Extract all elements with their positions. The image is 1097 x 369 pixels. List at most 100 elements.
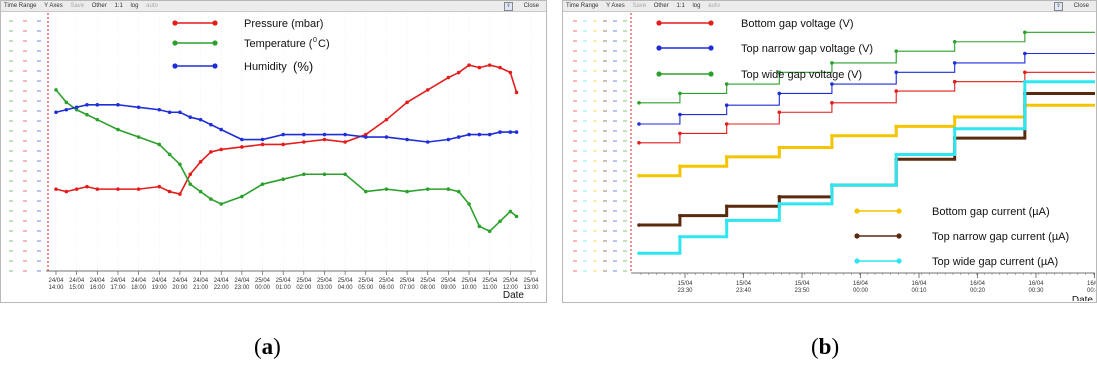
data-point bbox=[477, 132, 482, 137]
chart-panel-a: Time Range Y Axes Save Other 1:1 log aut… bbox=[0, 0, 547, 303]
data-point bbox=[281, 132, 285, 137]
x-tick-label: 23:40 bbox=[736, 288, 752, 294]
scroll-icon[interactable]: ⇧ bbox=[504, 2, 513, 11]
x-tick-label: 24/04 bbox=[48, 278, 64, 284]
legend-marker bbox=[854, 258, 860, 264]
other-button[interactable]: Other bbox=[653, 3, 669, 9]
data-point bbox=[64, 189, 69, 194]
data-point bbox=[477, 224, 482, 229]
data-point bbox=[74, 187, 79, 191]
legend-marker bbox=[896, 258, 902, 264]
x-tick-label: 25/04 bbox=[462, 278, 478, 284]
x-tick-label: 24/04 bbox=[131, 278, 147, 284]
data-point bbox=[477, 65, 482, 70]
data-point bbox=[425, 140, 430, 144]
x-tick-label: 08:00 bbox=[420, 285, 436, 291]
x-tick-label: 25/04 bbox=[338, 278, 354, 284]
data-point bbox=[952, 126, 957, 131]
series-step-2 bbox=[639, 31, 1095, 104]
x-tick-label: 22:00 bbox=[214, 285, 230, 291]
data-point bbox=[498, 65, 502, 70]
x-tick-label: 25/04 bbox=[420, 278, 436, 284]
data-point bbox=[952, 39, 957, 44]
legend-marker bbox=[708, 45, 714, 51]
y-axes-button[interactable]: Y Axes bbox=[44, 3, 63, 9]
legend-label: Top narrow gap current (µA) bbox=[932, 231, 1069, 243]
x-tick-label: 16/04 bbox=[911, 281, 927, 287]
data-point bbox=[446, 75, 451, 80]
x-tick-label: 24/04 bbox=[110, 278, 126, 284]
data-point bbox=[952, 79, 957, 84]
x-tick-label: 19:00 bbox=[152, 285, 168, 291]
chart-a-svg: 24/0414:0024/0415:0024/0416:0024/0417:00… bbox=[9, 13, 539, 301]
data-point bbox=[384, 135, 389, 139]
time-range-button[interactable]: Time Range bbox=[4, 3, 37, 9]
data-point bbox=[260, 142, 265, 147]
data-point bbox=[85, 184, 89, 189]
log-checkbox[interactable]: log bbox=[692, 3, 701, 9]
data-point bbox=[830, 133, 834, 138]
legend-marker bbox=[656, 45, 662, 51]
one-to-one-button[interactable]: 1:1 bbox=[114, 3, 123, 9]
data-point bbox=[456, 189, 461, 194]
legend-marker bbox=[656, 71, 662, 77]
data-point bbox=[85, 103, 89, 107]
legend-label-superscript: 0 bbox=[313, 37, 317, 44]
x-axis-label: Date bbox=[1072, 295, 1094, 301]
other-button[interactable]: Other bbox=[91, 3, 107, 9]
data-point bbox=[637, 122, 641, 126]
x-tick-label: 00:00 bbox=[853, 288, 869, 294]
save-button[interactable]: Save bbox=[632, 3, 647, 9]
data-point bbox=[467, 202, 471, 206]
data-point bbox=[894, 124, 899, 129]
series-line-2 bbox=[55, 104, 517, 143]
data-point bbox=[952, 115, 957, 119]
data-point bbox=[95, 117, 100, 122]
series-step-0 bbox=[639, 71, 1095, 144]
x-tick-label: 01:00 bbox=[276, 285, 292, 291]
x-tick-label: 02:00 bbox=[296, 285, 312, 291]
data-point bbox=[219, 147, 224, 152]
x-tick-label: 25/04 bbox=[503, 278, 519, 284]
x-tick-label: 15:00 bbox=[69, 285, 85, 291]
x-tick-label: 15/04 bbox=[794, 281, 810, 287]
auto-checkbox[interactable]: auto bbox=[708, 3, 720, 9]
data-point bbox=[777, 70, 782, 75]
chart-b-svg: 15/0423:3015/0423:4015/0423:5016/0400:00… bbox=[573, 13, 1096, 301]
x-tick-label: 23:30 bbox=[677, 288, 693, 294]
legend-label: (%) bbox=[293, 59, 313, 74]
data-point bbox=[894, 49, 899, 53]
data-point bbox=[724, 204, 729, 209]
x-tick-label: 24/04 bbox=[69, 278, 85, 284]
save-button[interactable]: Save bbox=[70, 3, 85, 9]
scroll-icon[interactable]: ⇧ bbox=[1054, 2, 1063, 11]
data-point bbox=[1023, 79, 1027, 84]
data-point bbox=[322, 172, 327, 177]
close-button[interactable]: Close bbox=[523, 3, 539, 9]
chart-toolbar-a: Time Range Y Axes Save Other 1:1 log aut… bbox=[1, 1, 546, 12]
x-tick-label: 00:20 bbox=[970, 288, 986, 294]
data-point bbox=[343, 140, 347, 144]
data-point bbox=[637, 141, 641, 145]
data-point bbox=[678, 91, 682, 96]
close-button[interactable]: Close bbox=[1073, 3, 1089, 9]
legend-label: Bottom gap voltage (V) bbox=[741, 18, 854, 30]
data-point bbox=[240, 145, 244, 149]
data-point bbox=[209, 150, 213, 154]
one-to-one-button[interactable]: 1:1 bbox=[676, 3, 685, 9]
data-point bbox=[136, 187, 141, 191]
data-point bbox=[456, 70, 461, 75]
x-tick-label: 10:00 bbox=[462, 285, 478, 291]
legend-label: Temperature ( bbox=[244, 38, 313, 50]
data-point bbox=[116, 127, 120, 132]
time-range-button[interactable]: Time Range bbox=[566, 3, 599, 9]
x-tick-label: 09:00 bbox=[441, 285, 457, 291]
data-point bbox=[678, 235, 682, 239]
data-point bbox=[157, 184, 162, 189]
auto-checkbox[interactable]: auto bbox=[146, 3, 158, 9]
data-point bbox=[678, 131, 682, 136]
y-axes-button[interactable]: Y Axes bbox=[606, 3, 625, 9]
log-checkbox[interactable]: log bbox=[130, 3, 139, 9]
legend-marker bbox=[212, 40, 218, 46]
data-point bbox=[1023, 30, 1027, 35]
